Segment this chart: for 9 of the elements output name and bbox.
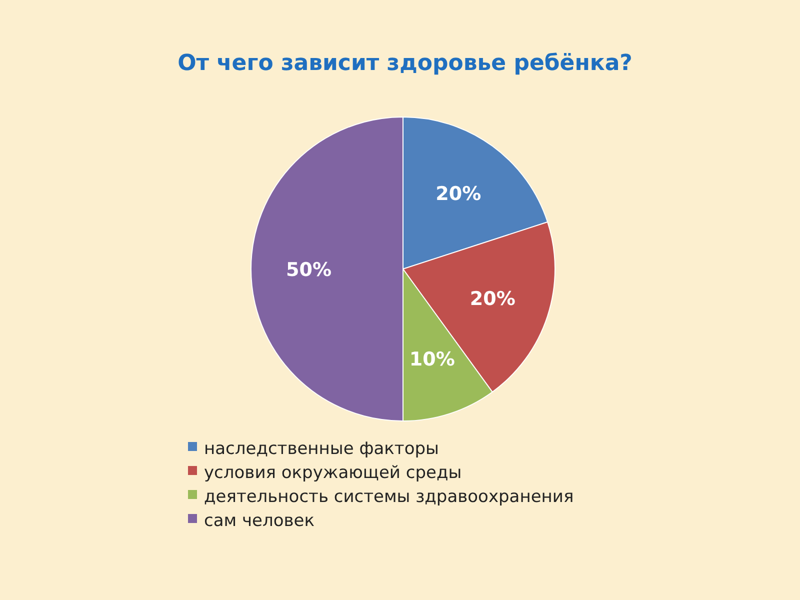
chart-title: От чего зависит здоровье ребёнка?	[178, 51, 632, 76]
legend-label: наследственные факторы	[204, 438, 439, 459]
data-label: 20%	[470, 288, 516, 310]
legend-label: деятельность системы здравоохранения	[204, 486, 574, 507]
legend-label: условия окружающей среды	[204, 462, 462, 483]
data-label: 10%	[409, 348, 455, 371]
data-label: 20%	[436, 182, 482, 205]
data-label: 50%	[286, 259, 332, 281]
legend-label: сам человек	[204, 510, 315, 531]
